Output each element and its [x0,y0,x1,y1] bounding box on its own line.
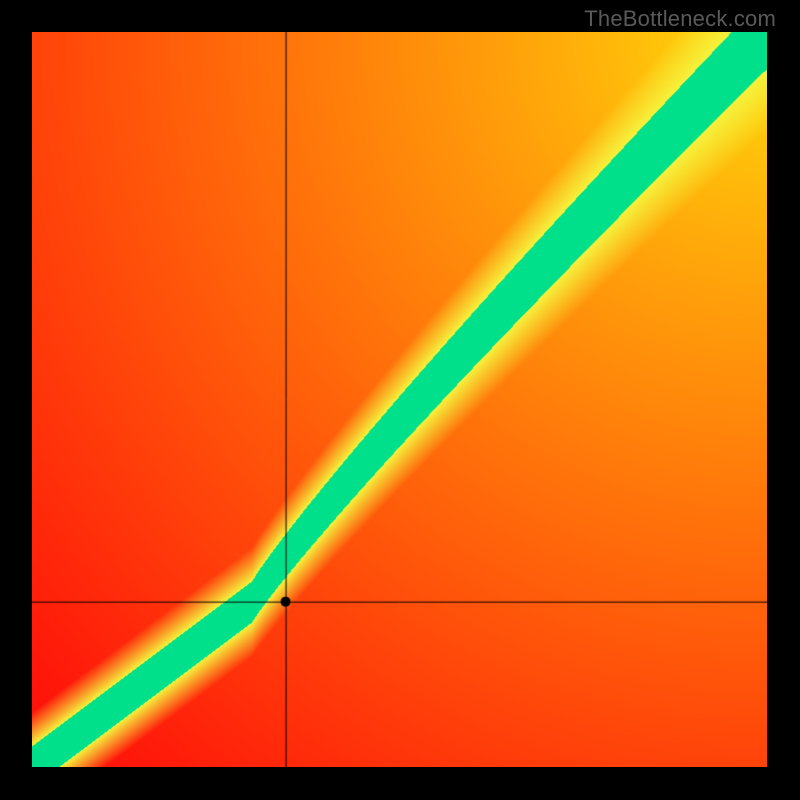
bottleneck-heatmap [32,32,767,767]
watermark-text: TheBottleneck.com [584,6,776,32]
heatmap-container [32,32,767,767]
